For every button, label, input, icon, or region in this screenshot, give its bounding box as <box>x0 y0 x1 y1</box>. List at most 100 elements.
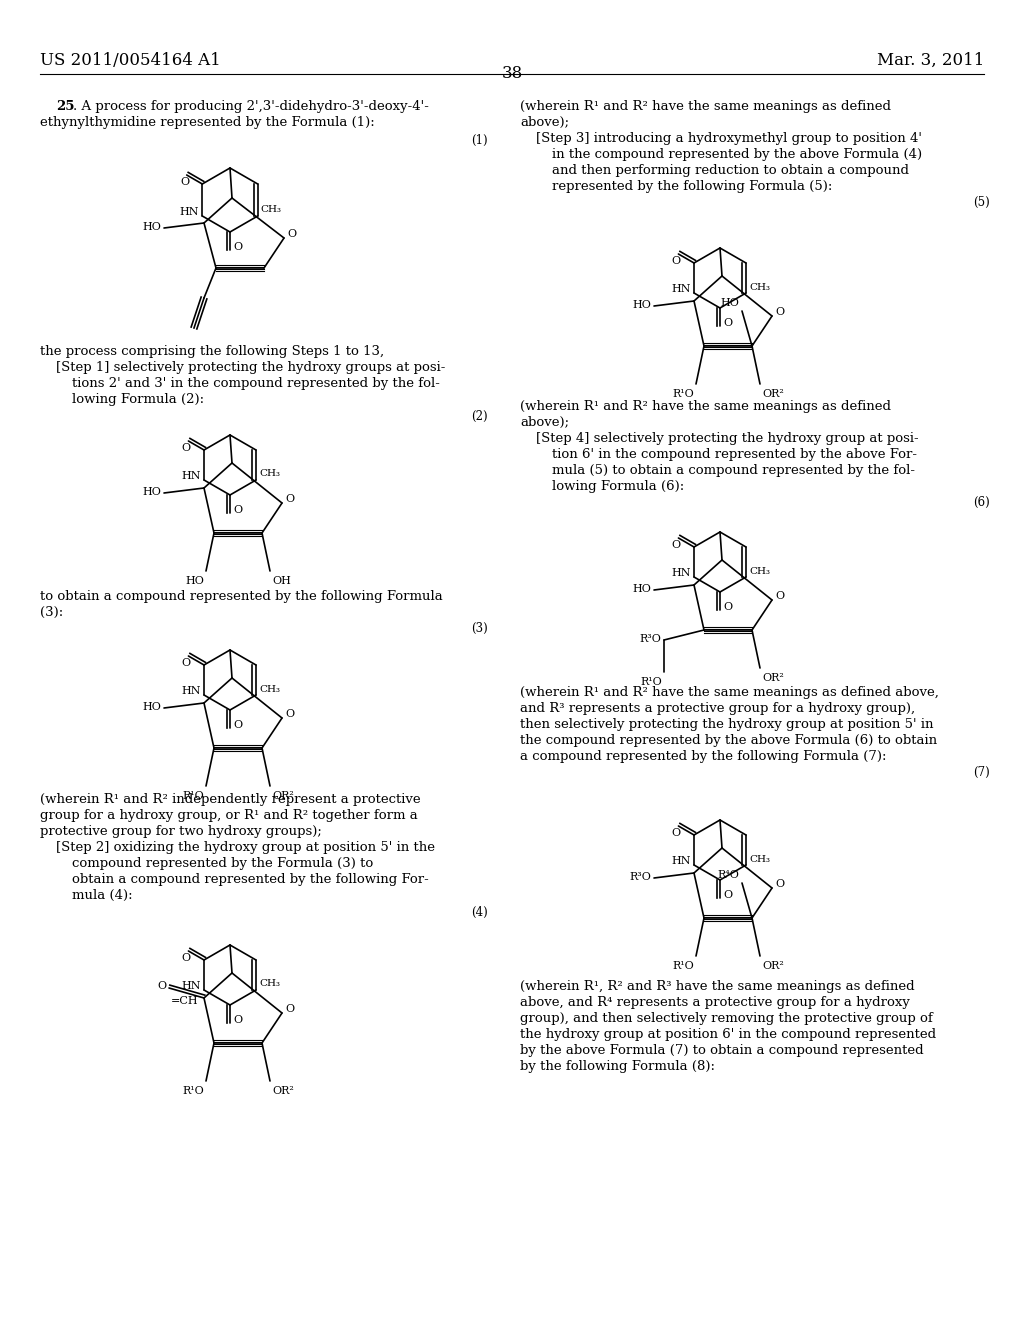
Text: (wherein R¹ and R² have the same meanings as defined above,: (wherein R¹ and R² have the same meaning… <box>520 686 939 700</box>
Text: above, and R⁴ represents a protective group for a hydroxy: above, and R⁴ represents a protective gr… <box>520 997 910 1008</box>
Text: R¹O: R¹O <box>640 677 662 686</box>
Text: HO: HO <box>185 576 204 586</box>
Text: CH₃: CH₃ <box>259 685 280 693</box>
Text: O: O <box>287 228 296 239</box>
Text: mula (5) to obtain a compound represented by the fol-: mula (5) to obtain a compound represente… <box>552 465 915 477</box>
Text: [Step 2] oxidizing the hydroxy group at position 5' in the: [Step 2] oxidizing the hydroxy group at … <box>56 841 435 854</box>
Text: 25: 25 <box>56 100 75 114</box>
Text: represented by the following Formula (5):: represented by the following Formula (5)… <box>552 180 833 193</box>
Text: (1): (1) <box>471 135 488 147</box>
Text: US 2011/0054164 A1: US 2011/0054164 A1 <box>40 51 221 69</box>
Text: CH₃: CH₃ <box>749 282 770 292</box>
Text: HN: HN <box>180 207 200 216</box>
Text: HO: HO <box>142 222 161 232</box>
Text: HN: HN <box>181 981 201 991</box>
Text: . A process for producing 2',3'-didehydro-3'-deoxy-4'-: . A process for producing 2',3'-didehydr… <box>73 100 429 114</box>
Text: CH₃: CH₃ <box>749 566 770 576</box>
Text: above);: above); <box>520 116 569 129</box>
Text: lowing Formula (6):: lowing Formula (6): <box>552 480 684 492</box>
Text: (5): (5) <box>973 195 990 209</box>
Text: the compound represented by the above Formula (6) to obtain: the compound represented by the above Fo… <box>520 734 937 747</box>
Text: (7): (7) <box>973 766 990 779</box>
Text: R³O: R³O <box>629 873 651 882</box>
Text: 38: 38 <box>502 65 522 82</box>
Text: CH₃: CH₃ <box>259 979 280 989</box>
Text: R¹O: R¹O <box>672 961 694 972</box>
Text: R¹O: R¹O <box>182 1086 204 1096</box>
Text: CH₃: CH₃ <box>261 206 282 214</box>
Text: (2): (2) <box>471 411 488 422</box>
Text: HN: HN <box>672 568 691 578</box>
Text: [Step 1] selectively protecting the hydroxy groups at posi-: [Step 1] selectively protecting the hydr… <box>56 360 445 374</box>
Text: (6): (6) <box>973 496 990 510</box>
Text: R¹O: R¹O <box>182 791 204 801</box>
Text: [Step 3] introducing a hydroxymethyl group to position 4': [Step 3] introducing a hydroxymethyl gro… <box>536 132 922 145</box>
Text: O: O <box>233 1015 242 1026</box>
Text: group for a hydroxy group, or R¹ and R² together form a: group for a hydroxy group, or R¹ and R² … <box>40 809 418 822</box>
Text: O: O <box>233 242 242 252</box>
Text: O: O <box>182 953 191 964</box>
Text: by the following Formula (8):: by the following Formula (8): <box>520 1060 715 1073</box>
Text: HO: HO <box>632 583 651 594</box>
Text: HN: HN <box>672 855 691 866</box>
Text: O: O <box>157 981 166 991</box>
Text: HO: HO <box>632 300 651 310</box>
Text: HN: HN <box>181 471 201 480</box>
Text: a compound represented by the following Formula (7):: a compound represented by the following … <box>520 750 887 763</box>
Text: lowing Formula (2):: lowing Formula (2): <box>72 393 204 407</box>
Text: ethynylthymidine represented by the Formula (1):: ethynylthymidine represented by the Form… <box>40 116 375 129</box>
Text: (wherein R¹ and R² have the same meanings as defined: (wherein R¹ and R² have the same meaning… <box>520 100 891 114</box>
Text: (3): (3) <box>471 622 488 635</box>
Text: O: O <box>672 828 681 838</box>
Text: OR²: OR² <box>272 791 294 801</box>
Text: O: O <box>723 318 732 327</box>
Text: O: O <box>285 1005 294 1014</box>
Text: OR²: OR² <box>762 389 784 399</box>
Text: (wherein R¹, R² and R³ have the same meanings as defined: (wherein R¹, R² and R³ have the same mea… <box>520 979 914 993</box>
Text: O: O <box>723 602 732 612</box>
Text: group), and then selectively removing the protective group of: group), and then selectively removing th… <box>520 1012 933 1026</box>
Text: O: O <box>233 506 242 515</box>
Text: Mar. 3, 2011: Mar. 3, 2011 <box>877 51 984 69</box>
Text: O: O <box>775 879 784 888</box>
Text: (4): (4) <box>471 906 488 919</box>
Text: O: O <box>775 591 784 601</box>
Text: O: O <box>672 540 681 550</box>
Text: R¹O: R¹O <box>672 389 694 399</box>
Text: O: O <box>182 444 191 453</box>
Text: protective group for two hydroxy groups);: protective group for two hydroxy groups)… <box>40 825 322 838</box>
Text: the hydroxy group at position 6' in the compound represented: the hydroxy group at position 6' in the … <box>520 1028 936 1041</box>
Text: HN: HN <box>181 686 201 696</box>
Text: (3):: (3): <box>40 606 63 619</box>
Text: above);: above); <box>520 416 569 429</box>
Text: O: O <box>233 719 242 730</box>
Text: OH: OH <box>272 576 291 586</box>
Text: and R³ represents a protective group for a hydroxy group),: and R³ represents a protective group for… <box>520 702 915 715</box>
Text: (wherein R¹ and R² have the same meanings as defined: (wherein R¹ and R² have the same meaning… <box>520 400 891 413</box>
Text: HN: HN <box>672 284 691 294</box>
Text: to obtain a compound represented by the following Formula: to obtain a compound represented by the … <box>40 590 442 603</box>
Text: O: O <box>180 177 189 187</box>
Text: O: O <box>285 494 294 504</box>
Text: =CH: =CH <box>171 997 199 1006</box>
Text: R³O: R³O <box>639 634 662 644</box>
Text: O: O <box>672 256 681 267</box>
Text: OR²: OR² <box>762 961 784 972</box>
Text: by the above Formula (7) to obtain a compound represented: by the above Formula (7) to obtain a com… <box>520 1044 924 1057</box>
Text: mula (4):: mula (4): <box>72 888 133 902</box>
Text: and then performing reduction to obtain a compound: and then performing reduction to obtain … <box>552 164 909 177</box>
Text: OR²: OR² <box>762 673 784 682</box>
Text: HO: HO <box>142 487 161 498</box>
Text: tions 2' and 3' in the compound represented by the fol-: tions 2' and 3' in the compound represen… <box>72 378 440 389</box>
Text: CH₃: CH₃ <box>749 854 770 863</box>
Text: then selectively protecting the hydroxy group at position 5' in: then selectively protecting the hydroxy … <box>520 718 934 731</box>
Text: CH₃: CH₃ <box>259 470 280 479</box>
Text: compound represented by the Formula (3) to: compound represented by the Formula (3) … <box>72 857 374 870</box>
Text: the process comprising the following Steps 1 to 13,: the process comprising the following Ste… <box>40 345 384 358</box>
Text: O: O <box>182 657 191 668</box>
Text: R⁴O: R⁴O <box>717 870 739 880</box>
Text: HO: HO <box>720 298 739 308</box>
Text: in the compound represented by the above Formula (4): in the compound represented by the above… <box>552 148 923 161</box>
Text: (wherein R¹ and R² independently represent a protective: (wherein R¹ and R² independently represe… <box>40 793 421 807</box>
Text: HO: HO <box>142 702 161 711</box>
